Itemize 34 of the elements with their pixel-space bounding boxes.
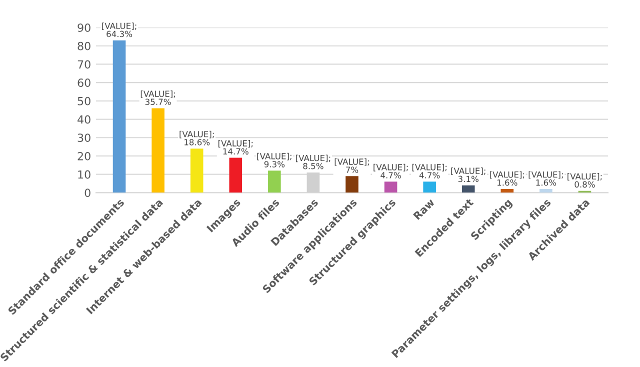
bar xyxy=(346,176,358,193)
annotation: [VALUE]; 18.6% xyxy=(180,130,214,146)
y-tick-label: 10 xyxy=(78,170,90,179)
bar xyxy=(112,40,126,193)
y-tick-label: 60 xyxy=(78,78,90,87)
bar xyxy=(229,158,242,193)
y-tick-label: 70 xyxy=(78,60,90,69)
annotation: [VALUE]; 1.6% xyxy=(490,171,524,186)
annotation: [VALUE]; 1.6% xyxy=(528,171,563,186)
bar xyxy=(268,170,281,193)
bar xyxy=(384,182,398,193)
bar xyxy=(423,182,436,193)
annotation: [VALUE]; 64.3% xyxy=(102,22,136,38)
annotation: [VALUE]; 35.7% xyxy=(140,90,175,105)
y-tick-label: 30 xyxy=(78,134,90,142)
annotation: [VALUE]; 3.1% xyxy=(451,168,486,182)
annotation: [VALUE]; 7% xyxy=(334,158,369,173)
y-tick-label: 90 xyxy=(78,24,90,32)
bar xyxy=(462,185,475,193)
y-tick-label: 20 xyxy=(78,152,90,160)
annotation: [VALUE]; 4.7% xyxy=(412,164,446,178)
annotation: [VALUE]; 14.7% xyxy=(218,140,253,155)
annotation: [VALUE]; 4.7% xyxy=(374,164,408,178)
y-tick-label: 80 xyxy=(78,42,90,50)
annotation: [VALUE]; 9.3% xyxy=(257,152,292,168)
y-tick-label: 40 xyxy=(78,115,90,124)
bar xyxy=(500,189,514,193)
bar xyxy=(540,189,552,193)
annotation: [VALUE]; 8.5% xyxy=(296,154,330,170)
bar xyxy=(190,148,204,193)
annotation: [VALUE]; 0.8% xyxy=(568,173,602,188)
y-tick-label: 50 xyxy=(78,96,90,106)
y-tick-label: 0 xyxy=(84,188,90,198)
bar xyxy=(152,108,164,193)
